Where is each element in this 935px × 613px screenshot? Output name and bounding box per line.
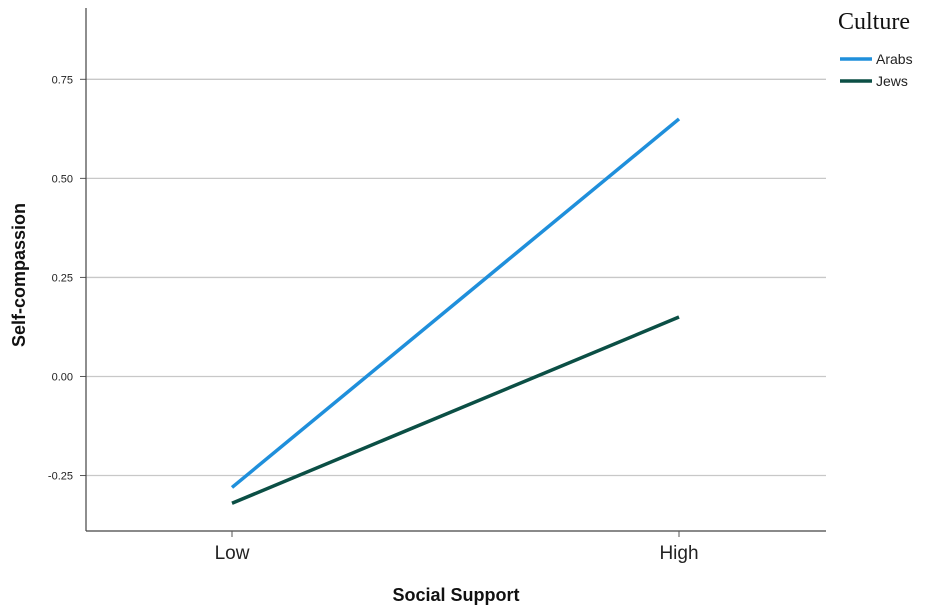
y-tick-label: 0.75 — [52, 74, 73, 86]
y-tick-label: 0.00 — [52, 371, 73, 383]
gridlines — [86, 78, 826, 477]
legend-label-jews: Jews — [876, 73, 908, 89]
x-tick-label: High — [659, 543, 698, 564]
y-axis-ticks: -0.25 0.00 0.25 0.50 0.75 — [48, 74, 86, 483]
series-lines — [230, 117, 681, 505]
series-line-arabs — [230, 117, 681, 489]
y-axis-title: Self-compassion — [9, 203, 29, 347]
y-tick-label: 0.50 — [52, 173, 73, 185]
y-tick-label: 0.25 — [52, 272, 73, 284]
legend-items: Arabs Jews — [840, 51, 913, 89]
x-axis-ticks: Low High — [215, 531, 699, 564]
legend: Culture Arabs Jews — [838, 9, 913, 89]
y-tick-label: -0.25 — [48, 471, 73, 483]
x-axis-title: Social Support — [392, 585, 519, 605]
x-tick-label: Low — [215, 543, 250, 564]
legend-title: Culture — [838, 9, 910, 35]
series-line-jews — [231, 315, 680, 505]
legend-label-arabs: Arabs — [876, 51, 913, 67]
